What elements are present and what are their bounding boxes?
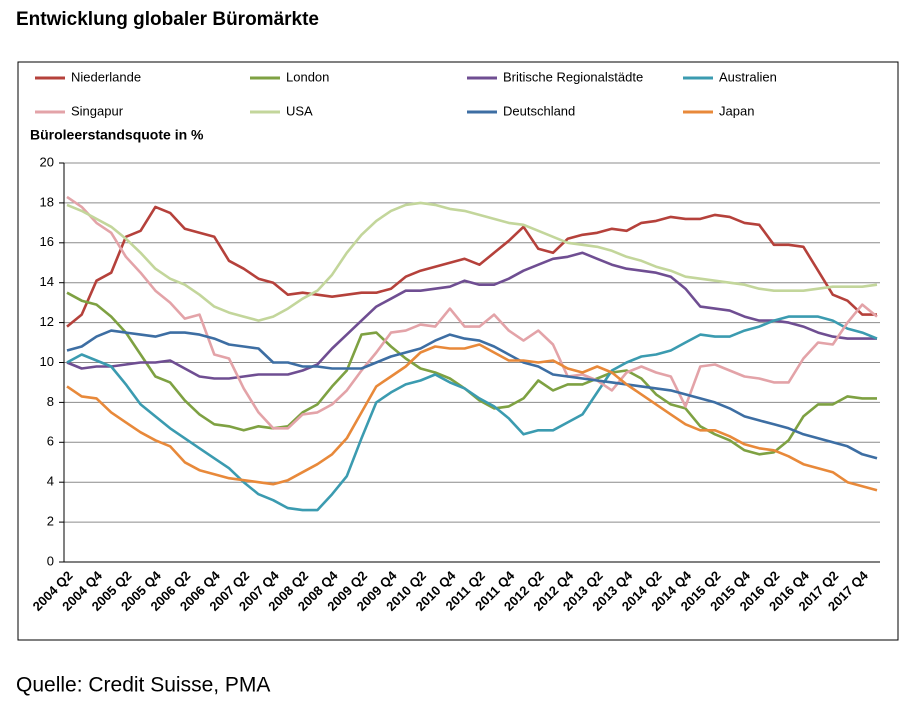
- y-tick-label: 4: [47, 474, 54, 489]
- y-tick-label: 0: [47, 553, 54, 568]
- legend-label: Japan: [719, 103, 754, 118]
- legend-label: Singapur: [71, 103, 124, 118]
- series-line: [66, 201, 878, 322]
- series-line: [66, 315, 878, 512]
- legend-label: Australien: [719, 69, 777, 84]
- series-line: [66, 329, 878, 460]
- y-tick-label: 12: [40, 314, 54, 329]
- series-line: [66, 195, 878, 430]
- source: Quelle: Credit Suisse, PMA: [16, 674, 270, 697]
- series-line: [66, 205, 877, 328]
- legend-label: USA: [286, 103, 313, 118]
- y-tick-label: 2: [47, 514, 54, 529]
- chart-frame: [17, 61, 899, 641]
- legend-label: Deutschland: [503, 103, 575, 118]
- series-line: [66, 251, 877, 380]
- legend-label: Niederlande: [71, 69, 141, 84]
- y-axis-label: Büroleerstandsquote in %: [30, 127, 204, 143]
- page-title: Entwicklung globaler Büromärkte: [16, 9, 319, 30]
- y-tick-label: 8: [47, 394, 54, 409]
- y-tick-label: 18: [40, 194, 54, 209]
- y-tick-label: 20: [40, 154, 54, 169]
- y-tick-label: 14: [40, 274, 54, 289]
- legend-label: London: [286, 69, 329, 84]
- y-tick-label: 16: [40, 234, 54, 249]
- series-line: [66, 343, 878, 492]
- y-tick-label: 10: [40, 354, 54, 369]
- y-tick-label: 6: [47, 434, 54, 449]
- legend-label: Britische Regionalstädte: [503, 69, 643, 84]
